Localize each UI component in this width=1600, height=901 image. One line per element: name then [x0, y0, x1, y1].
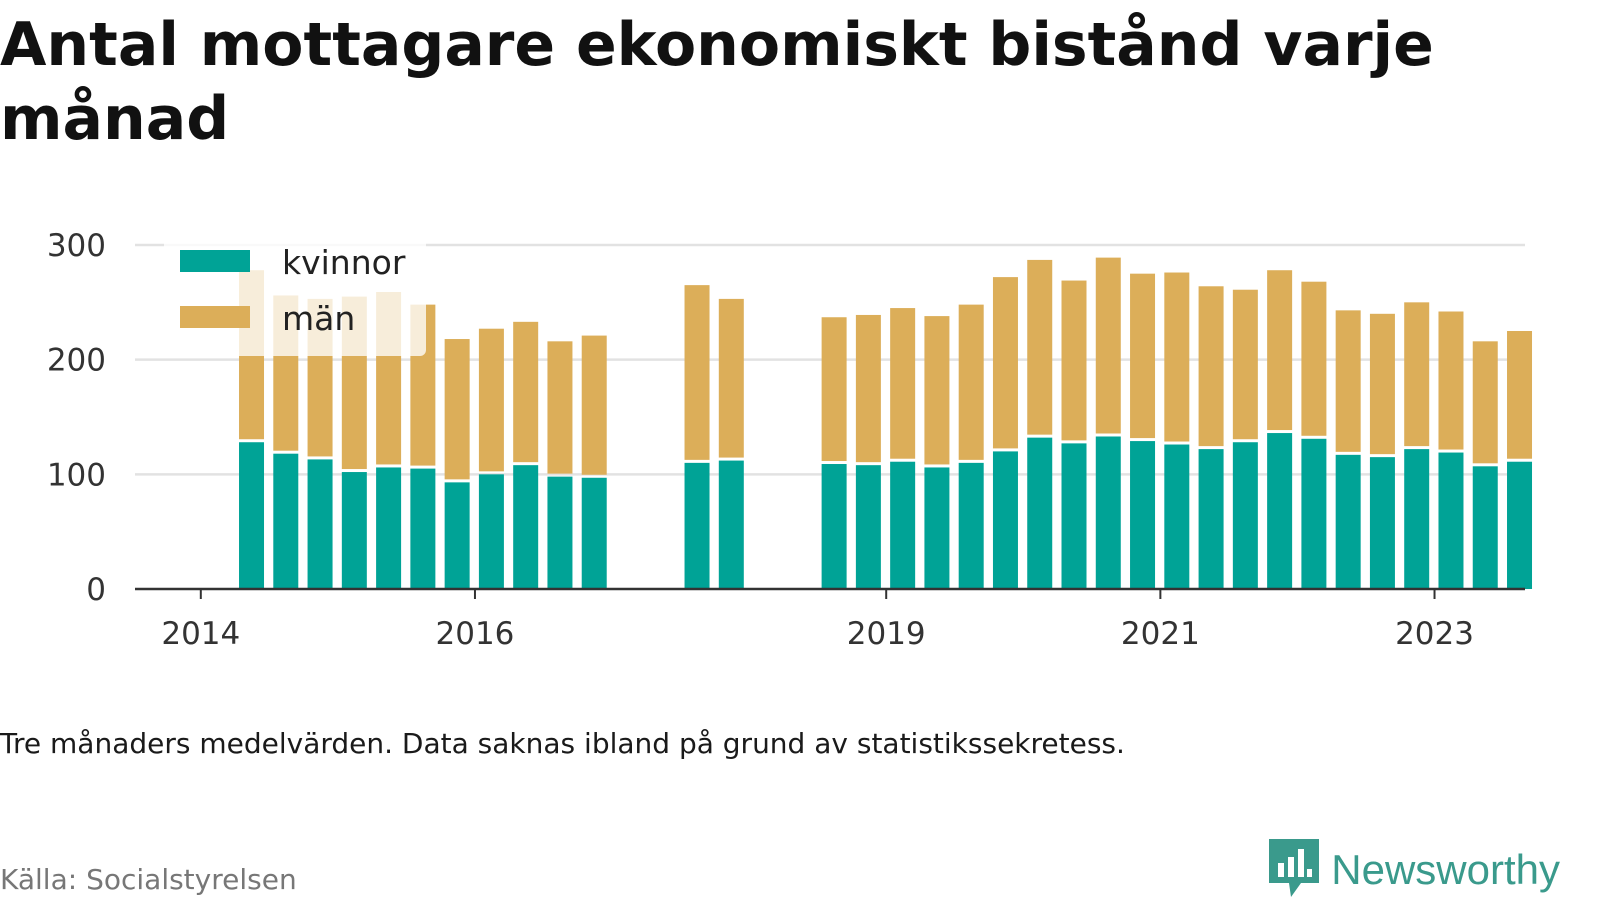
- bar-kvinnor: [1404, 449, 1430, 589]
- bar-kvinnor: [1130, 441, 1156, 589]
- x-tick-label: 2021: [1121, 616, 1200, 652]
- bar-man: [992, 277, 1018, 449]
- x-tick-label: 2023: [1395, 616, 1474, 652]
- x-tick-label: 2016: [436, 616, 515, 652]
- bar-man: [1404, 302, 1430, 447]
- bar-man: [821, 317, 847, 462]
- bar-kvinnor: [581, 477, 607, 589]
- brand-name: Newsworthy: [1331, 846, 1560, 893]
- bar-man: [1335, 310, 1361, 452]
- bar-kvinnor: [444, 482, 470, 589]
- bar-man: [1267, 270, 1293, 431]
- bar-layer: [239, 257, 1533, 589]
- bar-man: [684, 285, 710, 460]
- bar-kvinnor: [307, 459, 333, 589]
- bar-kvinnor: [855, 465, 881, 589]
- bar-kvinnor: [924, 467, 950, 589]
- bar-man: [890, 308, 916, 459]
- bar-kvinnor: [684, 462, 710, 589]
- bar-kvinnor: [478, 474, 504, 589]
- chart-title: Antal mottagare ekonomiskt bistånd varje…: [0, 10, 1434, 154]
- bar-kvinnor: [1027, 437, 1053, 589]
- bar-man: [1507, 331, 1533, 459]
- bar-man: [1472, 341, 1498, 464]
- bar-kvinnor: [410, 468, 436, 589]
- bar-kvinnor: [376, 467, 402, 589]
- bar-man: [1164, 272, 1190, 442]
- bar-kvinnor: [513, 465, 539, 589]
- y-tick-label: 100: [47, 457, 106, 493]
- bar-man: [718, 298, 744, 458]
- bar-kvinnor: [1198, 449, 1224, 589]
- bar-kvinnor: [1095, 436, 1121, 589]
- legend-label-man: män: [282, 299, 355, 338]
- bar-kvinnor: [890, 461, 916, 589]
- bar-kvinnor: [1061, 443, 1087, 589]
- bar-kvinnor: [718, 460, 744, 589]
- brand-logo: Newsworthy: [1269, 839, 1560, 901]
- bar-man: [1027, 259, 1053, 435]
- legend: kvinnor män: [164, 238, 426, 356]
- source-note: Källa: Socialstyrelsen: [0, 863, 297, 896]
- bar-chart-speech-bubble-icon: [1269, 839, 1320, 901]
- x-tick-label: 2014: [161, 616, 240, 652]
- bar-man: [958, 304, 984, 460]
- y-tick-label: 0: [86, 572, 106, 608]
- bar-kvinnor: [1335, 454, 1361, 589]
- x-tick-label: 2019: [847, 616, 926, 652]
- bar-man: [1095, 257, 1121, 434]
- legend-swatch-man: [180, 306, 250, 328]
- legend-swatch-kvinnor: [180, 250, 250, 272]
- bar-kvinnor: [273, 453, 299, 589]
- bar-kvinnor: [547, 476, 573, 589]
- bar-kvinnor: [958, 462, 984, 589]
- bar-kvinnor: [1164, 444, 1190, 589]
- bar-man: [513, 321, 539, 463]
- bar-kvinnor: [1438, 452, 1464, 589]
- bar-kvinnor: [1369, 457, 1395, 589]
- axis-layer: 0 100 200 300 2014 2016 2019 2021 2023: [47, 228, 1525, 652]
- bar-man: [1301, 281, 1327, 436]
- y-tick-label: 200: [47, 343, 106, 379]
- bar-man: [444, 339, 470, 480]
- bar-kvinnor: [1301, 438, 1327, 589]
- bar-man: [1198, 286, 1224, 447]
- bar-kvinnor: [239, 442, 265, 589]
- bar-man: [581, 335, 607, 475]
- bar-man: [1369, 313, 1395, 455]
- bar-man: [1130, 273, 1156, 439]
- bar-man: [547, 341, 573, 474]
- bar-man: [478, 328, 504, 472]
- chart-caption: Tre månaders medelvärden. Data saknas ib…: [0, 727, 1125, 760]
- bar-kvinnor: [341, 472, 367, 589]
- bar-kvinnor: [992, 451, 1018, 589]
- bar-man: [855, 314, 881, 463]
- bar-kvinnor: [1267, 433, 1293, 589]
- bar-kvinnor: [1232, 442, 1258, 589]
- bar-man: [1061, 280, 1087, 441]
- bar-kvinnor: [1472, 466, 1498, 589]
- bar-man: [1232, 289, 1258, 440]
- legend-label-kvinnor: kvinnor: [282, 243, 406, 282]
- y-tick-label: 300: [47, 228, 106, 264]
- bar-man: [924, 316, 950, 465]
- bar-man: [1438, 311, 1464, 450]
- bar-kvinnor: [821, 464, 847, 589]
- bar-kvinnor: [1507, 461, 1533, 589]
